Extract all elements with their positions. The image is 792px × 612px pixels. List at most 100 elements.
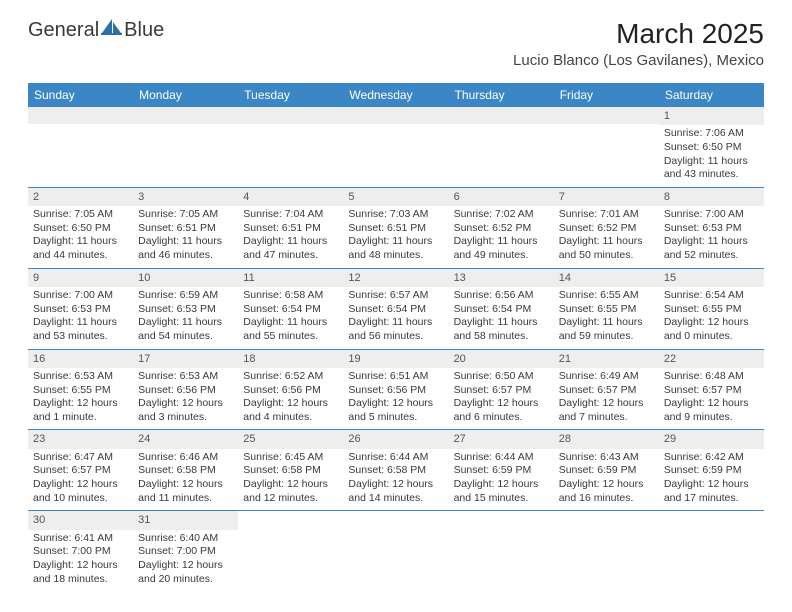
calendar-day-cell: [554, 107, 659, 187]
calendar-week-row: 16Sunrise: 6:53 AMSunset: 6:55 PMDayligh…: [28, 349, 764, 430]
sunset-text: Sunset: 6:54 PM: [454, 303, 549, 317]
sunrise-text: Sunrise: 6:40 AM: [138, 532, 233, 546]
calendar-day-cell: [659, 511, 764, 591]
logo-text-part1: General: [28, 19, 99, 42]
daylight-text: and 55 minutes.: [243, 330, 338, 344]
day-number: 22: [659, 350, 764, 368]
sunset-text: Sunset: 6:55 PM: [559, 303, 654, 317]
calendar-week-row: 30Sunrise: 6:41 AMSunset: 7:00 PMDayligh…: [28, 511, 764, 591]
daylight-text: and 53 minutes.: [33, 330, 128, 344]
sunrise-text: Sunrise: 7:00 AM: [664, 208, 759, 222]
sunrise-text: Sunrise: 7:04 AM: [243, 208, 338, 222]
daylight-text: and 43 minutes.: [664, 168, 759, 182]
daylight-text: and 14 minutes.: [348, 492, 443, 506]
day-number: 19: [343, 350, 448, 368]
sunrise-text: Sunrise: 7:01 AM: [559, 208, 654, 222]
calendar-day-cell: [343, 511, 448, 591]
daylight-text: Daylight: 12 hours: [454, 478, 549, 492]
sunrise-text: Sunrise: 6:57 AM: [348, 289, 443, 303]
calendar-day-cell: 31Sunrise: 6:40 AMSunset: 7:00 PMDayligh…: [133, 511, 238, 591]
day-number: 8: [659, 188, 764, 206]
calendar-day-cell: [554, 511, 659, 591]
sunset-text: Sunset: 6:50 PM: [664, 141, 759, 155]
day-number: 5: [343, 188, 448, 206]
sunrise-text: Sunrise: 6:47 AM: [33, 451, 128, 465]
sunrise-text: Sunrise: 6:43 AM: [559, 451, 654, 465]
daylight-text: and 56 minutes.: [348, 330, 443, 344]
day-number: 9: [28, 269, 133, 287]
daylight-text: Daylight: 11 hours: [559, 235, 654, 249]
sunrise-text: Sunrise: 6:45 AM: [243, 451, 338, 465]
sunset-text: Sunset: 7:00 PM: [138, 545, 233, 559]
day-number: 16: [28, 350, 133, 368]
sunset-text: Sunset: 6:58 PM: [138, 464, 233, 478]
sunset-text: Sunset: 6:56 PM: [138, 384, 233, 398]
calendar-day-cell: [133, 107, 238, 187]
daylight-text: and 3 minutes.: [138, 411, 233, 425]
day-number: 15: [659, 269, 764, 287]
daylight-text: Daylight: 12 hours: [454, 397, 549, 411]
day-number: 20: [449, 350, 554, 368]
calendar-day-cell: [449, 107, 554, 187]
empty-day-bar: [238, 107, 343, 124]
calendar-day-cell: 15Sunrise: 6:54 AMSunset: 6:55 PMDayligh…: [659, 268, 764, 349]
calendar-day-cell: 19Sunrise: 6:51 AMSunset: 6:56 PMDayligh…: [343, 349, 448, 430]
daylight-text: Daylight: 12 hours: [138, 559, 233, 573]
calendar-day-cell: [449, 511, 554, 591]
sunrise-text: Sunrise: 6:42 AM: [664, 451, 759, 465]
day-number: 24: [133, 430, 238, 448]
daylight-text: and 9 minutes.: [664, 411, 759, 425]
daylight-text: and 18 minutes.: [33, 573, 128, 587]
calendar-day-cell: 17Sunrise: 6:53 AMSunset: 6:56 PMDayligh…: [133, 349, 238, 430]
calendar-day-cell: 8Sunrise: 7:00 AMSunset: 6:53 PMDaylight…: [659, 187, 764, 268]
day-number: 7: [554, 188, 659, 206]
daylight-text: and 4 minutes.: [243, 411, 338, 425]
daylight-text: and 15 minutes.: [454, 492, 549, 506]
sunrise-text: Sunrise: 6:53 AM: [33, 370, 128, 384]
day-number: 18: [238, 350, 343, 368]
sunset-text: Sunset: 6:54 PM: [243, 303, 338, 317]
logo: General Blue: [28, 18, 164, 42]
weekday-header: Friday: [554, 83, 659, 107]
daylight-text: Daylight: 12 hours: [664, 316, 759, 330]
day-number: 14: [554, 269, 659, 287]
daylight-text: Daylight: 12 hours: [348, 397, 443, 411]
title-block: March 2025 Lucio Blanco (Los Gavilanes),…: [513, 18, 764, 69]
empty-day-bar: [28, 107, 133, 124]
daylight-text: Daylight: 12 hours: [559, 478, 654, 492]
sunset-text: Sunset: 6:51 PM: [138, 222, 233, 236]
sunrise-text: Sunrise: 6:59 AM: [138, 289, 233, 303]
daylight-text: Daylight: 11 hours: [243, 316, 338, 330]
sunrise-text: Sunrise: 6:52 AM: [243, 370, 338, 384]
daylight-text: Daylight: 12 hours: [559, 397, 654, 411]
sunrise-text: Sunrise: 6:41 AM: [33, 532, 128, 546]
sunset-text: Sunset: 6:54 PM: [348, 303, 443, 317]
sunrise-text: Sunrise: 6:56 AM: [454, 289, 549, 303]
day-number: 25: [238, 430, 343, 448]
weekday-header: Sunday: [28, 83, 133, 107]
daylight-text: and 44 minutes.: [33, 249, 128, 263]
daylight-text: and 46 minutes.: [138, 249, 233, 263]
daylight-text: Daylight: 12 hours: [664, 397, 759, 411]
calendar-day-cell: 13Sunrise: 6:56 AMSunset: 6:54 PMDayligh…: [449, 268, 554, 349]
sunset-text: Sunset: 6:51 PM: [348, 222, 443, 236]
daylight-text: and 48 minutes.: [348, 249, 443, 263]
calendar-day-cell: 14Sunrise: 6:55 AMSunset: 6:55 PMDayligh…: [554, 268, 659, 349]
empty-day-bar: [343, 107, 448, 124]
sunrise-text: Sunrise: 7:00 AM: [33, 289, 128, 303]
daylight-text: Daylight: 11 hours: [454, 316, 549, 330]
calendar-day-cell: 12Sunrise: 6:57 AMSunset: 6:54 PMDayligh…: [343, 268, 448, 349]
day-number: 6: [449, 188, 554, 206]
sunrise-text: Sunrise: 6:44 AM: [348, 451, 443, 465]
calendar-day-cell: 22Sunrise: 6:48 AMSunset: 6:57 PMDayligh…: [659, 349, 764, 430]
daylight-text: Daylight: 12 hours: [664, 478, 759, 492]
month-title: March 2025: [513, 18, 764, 50]
calendar-week-row: 1Sunrise: 7:06 AMSunset: 6:50 PMDaylight…: [28, 107, 764, 187]
location-subtitle: Lucio Blanco (Los Gavilanes), Mexico: [513, 52, 764, 69]
sunset-text: Sunset: 6:57 PM: [33, 464, 128, 478]
sunset-text: Sunset: 6:51 PM: [243, 222, 338, 236]
calendar-day-cell: 9Sunrise: 7:00 AMSunset: 6:53 PMDaylight…: [28, 268, 133, 349]
calendar-day-cell: 5Sunrise: 7:03 AMSunset: 6:51 PMDaylight…: [343, 187, 448, 268]
page-header: General Blue March 2025 Lucio Blanco (Lo…: [0, 0, 792, 77]
daylight-text: and 49 minutes.: [454, 249, 549, 263]
